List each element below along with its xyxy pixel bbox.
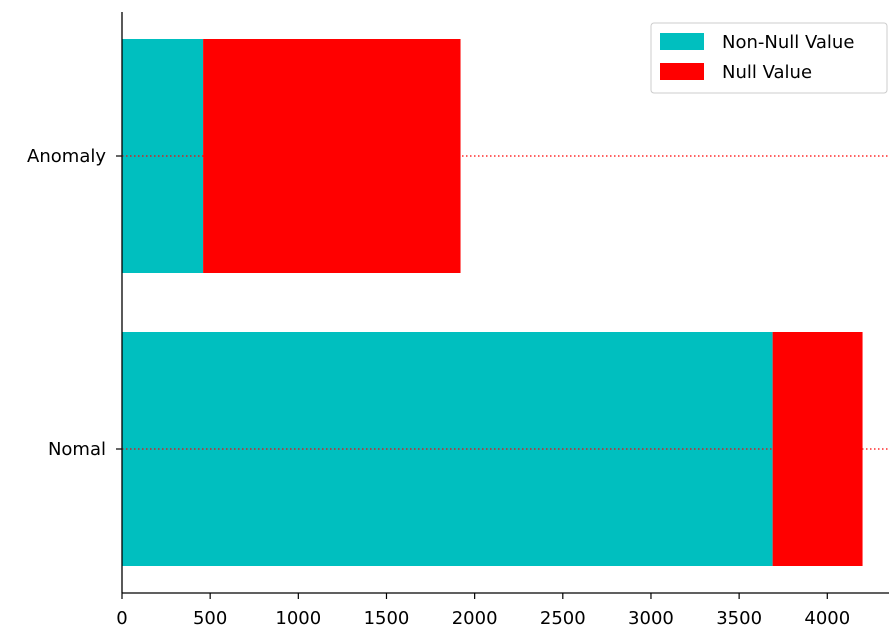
bars-layer [122, 39, 863, 566]
legend-label-non-null-value: Non-Null Value [722, 32, 854, 53]
x-tick-label: 2500 [540, 608, 586, 629]
x-tick-label: 1000 [275, 608, 321, 629]
axes [121, 12, 889, 594]
bar-nomal-null-value [772, 332, 863, 566]
y-tick-label-nomal: Nomal [48, 439, 106, 460]
x-tick-label: 1500 [364, 608, 410, 629]
x-tick-label: 2000 [452, 608, 498, 629]
x-tick-label: 3000 [628, 608, 674, 629]
x-tick-label: 0 [116, 608, 127, 629]
legend-label-null-value: Null Value [722, 62, 812, 83]
y-tick-label-anomaly: Anomaly [27, 146, 106, 167]
legend: Non-Null Value Null Value [650, 22, 888, 94]
legend-swatch-null-value [660, 63, 704, 80]
bar-anomaly-null-value [203, 39, 461, 273]
legend-swatch-non-null-value [660, 33, 704, 50]
legend-box [650, 22, 888, 94]
x-tick-label: 3500 [716, 608, 762, 629]
x-tick-label: 4000 [804, 608, 850, 629]
x-ticks: 0 500 1000 1500 2000 2500 3000 3500 4000 [116, 593, 850, 629]
x-tick-label: 500 [193, 608, 227, 629]
y-ticks: Anomaly Nomal [27, 146, 122, 460]
